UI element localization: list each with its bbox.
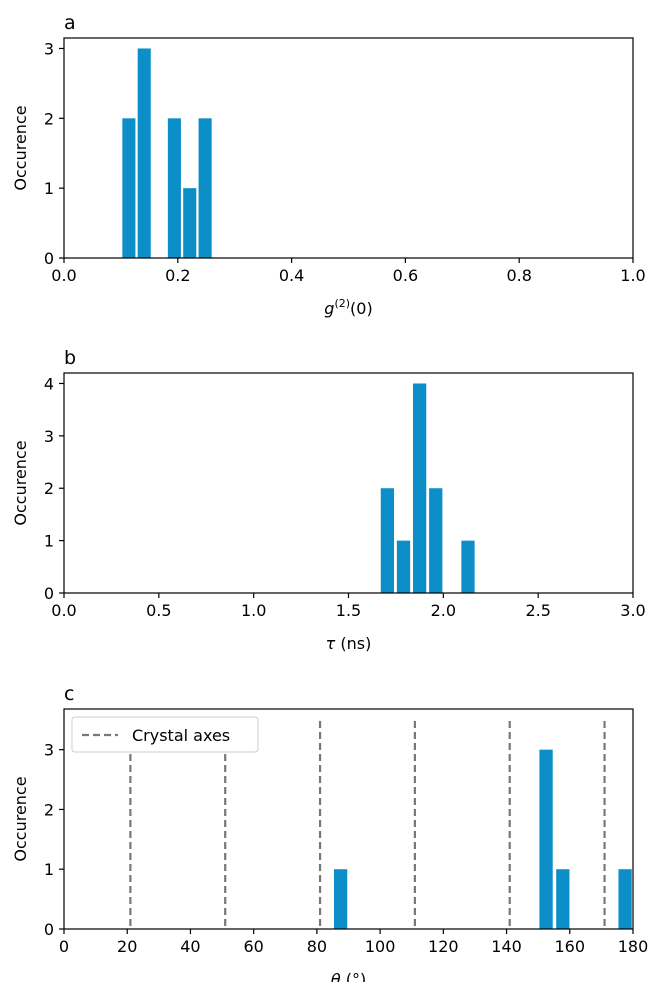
y-tick-label-a-0: 0 <box>44 249 54 268</box>
x-tick-label-c-8: 160 <box>555 937 586 956</box>
y-tick-label-c-0: 0 <box>44 920 54 939</box>
panel-label-b: b <box>64 347 76 369</box>
legend: Crystal axes <box>71 716 259 753</box>
x-tick-label-c-9: 180 <box>618 937 649 956</box>
x-tick-label-b-4: 2.0 <box>431 601 456 620</box>
x-tick-label-b-6: 3.0 <box>620 601 645 620</box>
x-axis-label-symbol: τ <box>326 634 336 653</box>
bar-a-3 <box>183 188 197 258</box>
x-axis-label-symbol: θ <box>331 970 341 982</box>
y-axis-label-c: Occurence <box>11 776 30 861</box>
x-tick-label-c-7: 140 <box>491 937 522 956</box>
y-tick-label-a-2: 2 <box>44 109 54 128</box>
bar-b-2 <box>412 383 427 593</box>
y-tick-label-b-2: 2 <box>44 479 54 498</box>
x-tick-label-c-1: 20 <box>117 937 137 956</box>
axes-frame-c <box>63 708 634 930</box>
x-axis-label-superscript: (2) <box>334 297 350 310</box>
y-axis-label-a: Occurence <box>11 105 30 190</box>
bar-b-1 <box>396 540 411 593</box>
bar-b-3 <box>429 488 443 593</box>
bar-b-0 <box>380 488 395 593</box>
y-tick-label-b-1: 1 <box>44 532 54 551</box>
bar-a-1 <box>137 48 151 258</box>
x-tick-label-b-5: 2.5 <box>525 601 550 620</box>
x-tick-label-b-3: 1.5 <box>336 601 361 620</box>
x-tick-label-c-0: 0 <box>59 937 69 956</box>
y-tick-label-c-1: 1 <box>44 860 54 879</box>
bar-b-4 <box>461 540 475 593</box>
x-axis-label-argument: (0) <box>350 299 373 318</box>
y-tick-label-a-1: 1 <box>44 179 54 198</box>
x-tick-label-c-3: 60 <box>243 937 263 956</box>
legend-box <box>71 716 259 753</box>
bar-c-3 <box>618 869 632 929</box>
y-tick-label-a-3: 3 <box>44 39 54 58</box>
x-axis-label-b: τ (ns) <box>326 634 372 653</box>
bar-c-1 <box>539 749 553 929</box>
x-tick-label-b-1: 0.5 <box>146 601 171 620</box>
panel-c: 0 20 40 60 80 100 120 140 160 180 0 1 2 3 c Occurence θ … <box>11 683 648 982</box>
x-tick-label-a-1: 0.2 <box>165 266 190 285</box>
x-axis-label-symbol: g <box>324 299 334 318</box>
axes-frame-a <box>63 37 634 259</box>
x-tick-label-c-5: 100 <box>365 937 396 956</box>
x-tick-label-b-0: 0.0 <box>51 601 76 620</box>
y-axis-label-b: Occurence <box>11 440 30 525</box>
y-tick-label-c-2: 2 <box>44 800 54 819</box>
x-tick-label-c-4: 80 <box>307 937 327 956</box>
x-tick-label-a-5: 1.0 <box>620 266 645 285</box>
bar-a-4 <box>198 118 212 258</box>
legend-label: Crystal axes <box>132 726 230 745</box>
y-tick-label-c-3: 3 <box>44 741 54 760</box>
x-tick-label-a-0: 0.0 <box>51 266 76 285</box>
y-tick-label-b-3: 3 <box>44 427 54 446</box>
x-axis-label-a: g(2)(0) <box>324 297 372 318</box>
x-axis-label-c: θ (°) <box>331 970 366 982</box>
x-tick-label-a-3: 0.6 <box>393 266 418 285</box>
bar-a-2 <box>167 118 181 258</box>
panel-b: 0.0 0.5 1.0 1.5 2.0 2.5 3.0 0 1 2 3 4b Occurence τ (n… <box>11 347 646 653</box>
y-tick-label-b-0: 0 <box>44 584 54 603</box>
panel-a: 0.0 0.2 0.4 0.6 0.8 1.0 0 1 2 3a Occurence g(2)(0) <box>11 12 646 318</box>
x-axis-label-unit: (ns) <box>335 634 371 653</box>
x-tick-label-a-2: 0.4 <box>279 266 304 285</box>
bar-a-0 <box>122 118 136 258</box>
x-tick-label-c-6: 120 <box>428 937 459 956</box>
x-tick-label-a-4: 0.8 <box>506 266 531 285</box>
x-tick-label-c-2: 40 <box>180 937 200 956</box>
x-axis-label-unit: (°) <box>341 970 367 982</box>
bar-c-0 <box>333 869 348 929</box>
bar-c-2 <box>556 869 570 929</box>
axes-frame-b <box>63 372 634 594</box>
panel-label-c: c <box>64 683 74 705</box>
y-tick-label-b-4: 4 <box>44 374 54 393</box>
panel-label-a: a <box>64 12 76 34</box>
x-tick-label-b-2: 1.0 <box>241 601 266 620</box>
